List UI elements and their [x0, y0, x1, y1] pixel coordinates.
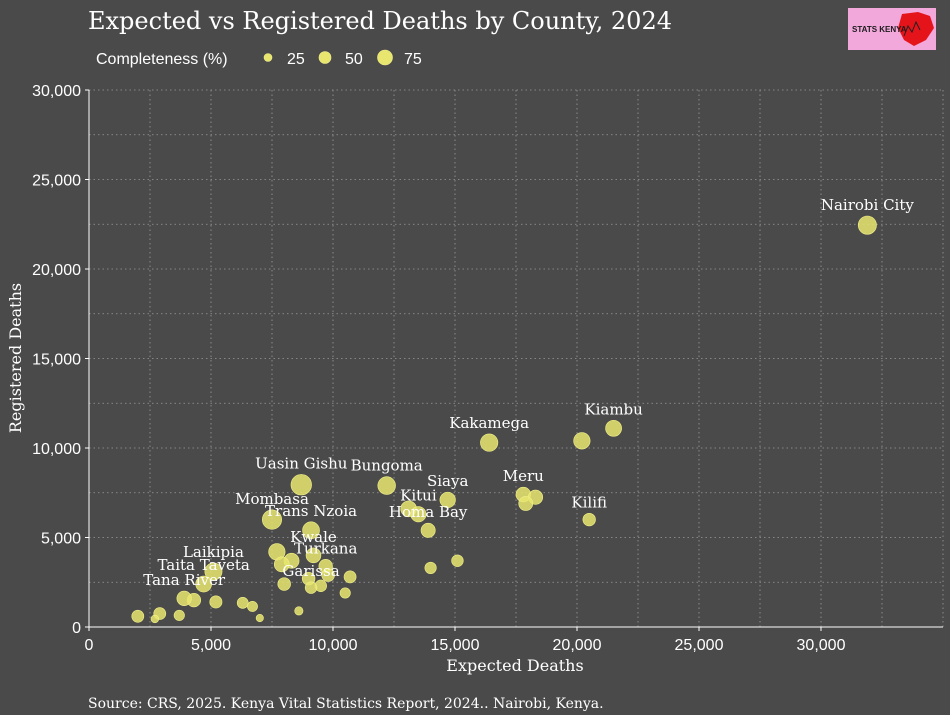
logo-trend-line-icon: [903, 20, 921, 37]
point-county-42[interactable]: [150, 614, 160, 624]
point-county-20[interactable]: [273, 556, 290, 573]
point-tana-river[interactable]: [176, 590, 192, 606]
y-tick-label: 15,000: [32, 352, 81, 369]
label-meru: Meru: [503, 467, 544, 485]
point-county-36[interactable]: [294, 606, 304, 616]
point-bungoma[interactable]: [377, 476, 396, 495]
x-tick-label: 25,000: [675, 637, 724, 654]
point-county-41[interactable]: [131, 609, 145, 623]
point-county-40[interactable]: [173, 609, 185, 621]
legend-label-50: 50: [345, 51, 363, 68]
y-tick-label: 25,000: [32, 173, 81, 190]
point-taita-taveta[interactable]: [195, 575, 212, 593]
point-homa-bay[interactable]: [420, 522, 436, 538]
y-tick-label: 20,000: [32, 262, 81, 279]
point-labels: Nairobi City Kiambu Kakamega Meru Kilifi Uasi…: [143, 196, 914, 589]
legend-dot-50: [318, 51, 332, 64]
point-laikipia[interactable]: [204, 562, 223, 581]
stats-kenya-logo: STATS KENYA: [848, 8, 936, 50]
x-axis-label: Expected Deaths: [446, 656, 583, 675]
x-tick-label: 10,000: [309, 637, 358, 654]
x-tick-label: 0: [85, 637, 94, 654]
x-tick-label: 30,000: [797, 637, 846, 654]
point-county-37[interactable]: [255, 614, 264, 623]
data-points: [131, 215, 877, 624]
legend: Completeness (%) 25 50 75: [96, 49, 422, 68]
source-caption: Source: CRS, 2025. Kenya Vital Statistic…: [88, 696, 604, 712]
point-county-29[interactable]: [339, 587, 351, 599]
label-mombasa: Mombasa: [235, 490, 309, 508]
point-mombasa[interactable]: [262, 509, 282, 530]
y-tick-label: 5,000: [41, 531, 81, 548]
chart-title: Expected vs Registered Deaths by County,…: [88, 7, 672, 35]
kenya-map-icon: [898, 12, 934, 46]
label-trans-nzoia: Trans Nzoia: [265, 502, 357, 520]
label-kwale: Kwale: [290, 528, 337, 546]
legend-label-25: 25: [287, 51, 305, 68]
legend-label-75: 75: [404, 51, 422, 68]
legend-dot-75: [377, 49, 393, 66]
point-county-23[interactable]: [321, 568, 335, 582]
y-tick-label: 10,000: [32, 441, 81, 458]
point-county-27[interactable]: [277, 577, 291, 591]
x-tick-label: 20,000: [553, 637, 602, 654]
x-tick-label: 5,000: [191, 637, 231, 654]
label-garissa: Garissa: [282, 562, 339, 580]
point-nairobi-city[interactable]: [857, 215, 877, 235]
legend-dot-25: [263, 53, 273, 62]
axes: [85, 89, 943, 631]
point-kitui[interactable]: [410, 506, 427, 523]
label-taita-taveta: Taita Taveta: [157, 556, 249, 574]
gridlines: [89, 89, 944, 627]
label-homa-bay: Homa Bay: [389, 503, 468, 521]
point-uasin-gishu[interactable]: [290, 474, 312, 496]
point-county-33[interactable]: [209, 595, 223, 609]
tick-labels: 0 5,000 10,000 15,000 20,000 25,000 30,000 0 5,0…: [32, 83, 846, 654]
label-bungoma: Bungoma: [351, 457, 423, 475]
point-kwale[interactable]: [305, 547, 322, 564]
y-axis-label: Registered Deaths: [6, 283, 25, 433]
label-laikipia: Laikipia: [183, 543, 244, 561]
label-kakamega: Kakamega: [449, 414, 529, 432]
point-trans-nzoia[interactable]: [302, 521, 320, 540]
label-siaya: Siaya: [427, 472, 468, 490]
point-kilifi[interactable]: [582, 512, 596, 527]
point-garissa[interactable]: [304, 581, 318, 594]
label-tana-river: Tana River: [143, 571, 226, 589]
x-tick-label: 15,000: [431, 637, 480, 654]
label-kiambu: Kiambu: [584, 400, 643, 418]
point-county-14[interactable]: [451, 554, 464, 567]
point-county-24[interactable]: [343, 570, 357, 584]
point-kakamega[interactable]: [480, 433, 499, 452]
legend-title: Completeness (%): [96, 51, 228, 68]
y-tick-label: 0: [72, 620, 81, 637]
label-uasin-gishu: Uasin Gishu: [255, 454, 348, 472]
point-county-35[interactable]: [247, 600, 258, 612]
point-county-15[interactable]: [424, 561, 437, 574]
point-county-2[interactable]: [573, 432, 591, 450]
y-tick-label: 30,000: [32, 83, 81, 100]
point-kiambu[interactable]: [605, 419, 622, 437]
point-county-34[interactable]: [236, 596, 249, 609]
logo-text: STATS KENYA: [852, 25, 907, 34]
point-county-6[interactable]: [518, 496, 534, 511]
label-nairobi-city: Nairobi City: [821, 196, 915, 214]
label-kilifi: Kilifi: [571, 493, 607, 511]
label-turkana: Turkana: [294, 539, 358, 557]
label-kitui: Kitui: [400, 487, 437, 505]
point-siaya[interactable]: [439, 491, 456, 508]
